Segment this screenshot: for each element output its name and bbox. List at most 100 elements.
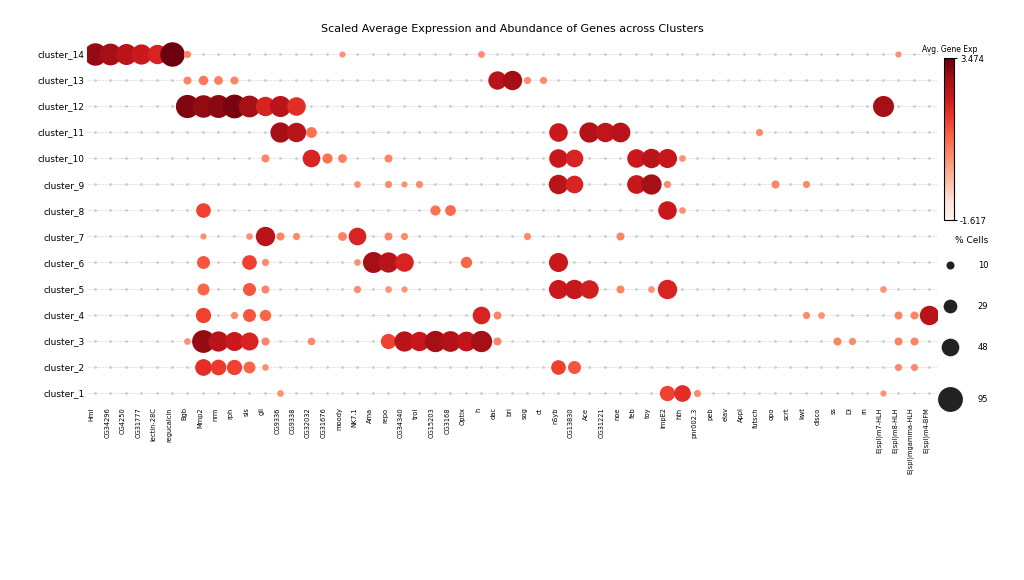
Point: [612, 49, 629, 59]
Point: [334, 284, 350, 293]
Point: [782, 258, 799, 267]
Point: [705, 362, 721, 372]
Point: [844, 180, 860, 189]
Point: [890, 258, 906, 267]
Point: [102, 49, 119, 59]
Point: [782, 310, 799, 319]
Point: [921, 101, 937, 110]
Point: [87, 49, 103, 59]
Point: [241, 101, 257, 110]
Point: [859, 258, 876, 267]
Point: [473, 180, 489, 189]
Point: [844, 49, 860, 59]
Point: [504, 362, 520, 372]
Point: [349, 128, 366, 137]
Point: [365, 128, 381, 137]
Point: [720, 258, 736, 267]
Point: [612, 284, 629, 293]
Point: [380, 389, 396, 398]
Point: [535, 206, 551, 215]
Point: [442, 206, 459, 215]
Point: [921, 180, 937, 189]
Point: [628, 258, 644, 267]
Point: [674, 258, 690, 267]
Point: [844, 101, 860, 110]
Point: [658, 75, 675, 85]
Point: [751, 75, 767, 85]
Point: [874, 232, 891, 241]
Point: [751, 389, 767, 398]
Point: [195, 232, 211, 241]
Point: [288, 258, 304, 267]
Point: [427, 154, 443, 163]
Point: [798, 310, 814, 319]
Point: [550, 154, 566, 163]
Point: [303, 206, 319, 215]
Point: [195, 101, 211, 110]
Point: [628, 101, 644, 110]
Point: [458, 310, 474, 319]
Point: [890, 310, 906, 319]
Point: [581, 154, 597, 163]
Point: [905, 310, 922, 319]
Point: [535, 75, 551, 85]
Point: [905, 389, 922, 398]
Point: [751, 362, 767, 372]
Point: [581, 362, 597, 372]
Point: [767, 258, 783, 267]
Point: [195, 310, 211, 319]
Point: [519, 310, 536, 319]
Point: [581, 49, 597, 59]
Point: [380, 154, 396, 163]
Point: [565, 206, 582, 215]
Point: [767, 49, 783, 59]
Point: [133, 232, 150, 241]
Point: [365, 154, 381, 163]
Point: [890, 128, 906, 137]
Point: [612, 232, 629, 241]
Point: [658, 389, 675, 398]
Point: [581, 336, 597, 346]
Point: [735, 362, 752, 372]
Point: [102, 49, 119, 59]
Point: [504, 180, 520, 189]
Point: [241, 310, 257, 319]
Point: [118, 232, 134, 241]
Point: [210, 310, 226, 319]
Point: [705, 258, 721, 267]
Point: [535, 154, 551, 163]
Point: [519, 232, 536, 241]
Point: [334, 336, 350, 346]
Point: [519, 101, 536, 110]
Point: [318, 128, 335, 137]
Point: [844, 310, 860, 319]
Point: [658, 154, 675, 163]
Point: [380, 258, 396, 267]
Point: [395, 232, 412, 241]
Point: [658, 284, 675, 293]
Point: [241, 336, 257, 346]
Point: [905, 154, 922, 163]
Point: [210, 232, 226, 241]
Point: [87, 75, 103, 85]
Point: [813, 128, 829, 137]
Point: [427, 75, 443, 85]
Point: [813, 180, 829, 189]
Point: [164, 101, 180, 110]
Point: [689, 336, 706, 346]
Point: [442, 389, 459, 398]
Point: [612, 362, 629, 372]
Point: [380, 336, 396, 346]
Point: [473, 206, 489, 215]
Point: [674, 180, 690, 189]
Point: [504, 258, 520, 267]
Point: [798, 180, 814, 189]
Point: [798, 101, 814, 110]
Point: [349, 206, 366, 215]
Point: [813, 154, 829, 163]
Point: [102, 75, 119, 85]
Point: [705, 284, 721, 293]
Point: [380, 232, 396, 241]
Point: [844, 128, 860, 137]
Point: [349, 154, 366, 163]
